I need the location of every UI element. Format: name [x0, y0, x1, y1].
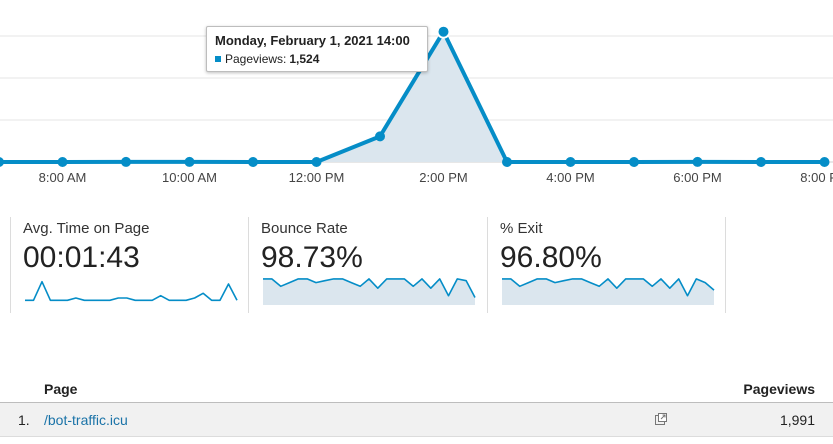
data-point	[375, 131, 385, 142]
sparkline-line	[263, 278, 476, 298]
metric-card-bounce-rate[interactable]: Bounce Rate 98.73%	[248, 217, 488, 313]
page-link[interactable]: /bot-traffic.icu	[44, 412, 128, 428]
x-tick-label: 10:00 AM	[162, 170, 217, 185]
data-point	[692, 156, 703, 167]
metric-label: Bounce Rate	[261, 220, 348, 237]
sparkline-area	[263, 278, 475, 305]
metric-value: 00:01:43	[23, 241, 140, 274]
metric-label: Avg. Time on Page	[23, 220, 150, 237]
sparkline-avg-time	[25, 280, 238, 302]
x-tick-label: 6:00 PM	[673, 170, 721, 185]
data-point	[756, 157, 766, 167]
row-pageviews: 1,991	[779, 412, 815, 428]
pageviews-chart: 8:00 AM 10:00 AM 12:00 PM 2:00 PM 4:00 PM 6:0…	[0, 24, 833, 185]
table-row: 1. /bot-traffic.icu 1,991	[0, 403, 833, 437]
metric-card-exit[interactable]: % Exit 96.80%	[487, 217, 726, 313]
data-point	[184, 156, 195, 167]
series-swatch-icon	[215, 56, 221, 62]
popout-icon[interactable]	[654, 412, 668, 426]
metric-card-avg-time[interactable]: Avg. Time on Page 00:01:43	[10, 217, 249, 313]
data-point	[436, 24, 451, 39]
chart-tooltip: Monday, February 1, 2021 14:00 Pageviews…	[206, 26, 428, 72]
sparkline-area	[502, 278, 714, 305]
data-point	[311, 157, 322, 167]
data-point	[629, 157, 639, 167]
sparkline-line	[25, 280, 238, 302]
x-tick-label: 8:00 PM	[800, 170, 833, 185]
row-index: 1.	[18, 412, 30, 428]
sparkline-bounce-rate	[263, 278, 476, 305]
tooltip-row: Pageviews: 1,524	[215, 52, 419, 66]
series-line-pageviews	[0, 29, 825, 164]
data-point	[248, 157, 258, 167]
column-header-pageviews[interactable]: Pageviews	[743, 381, 815, 397]
metric-label: % Exit	[500, 220, 543, 237]
tooltip-metric-label: Pageviews:	[225, 52, 287, 66]
data-point	[502, 157, 512, 167]
data-point	[57, 157, 68, 167]
x-tick-label: 8:00 AM	[39, 170, 87, 185]
series-area	[0, 31, 825, 162]
table-header: Page Pageviews	[0, 376, 833, 403]
data-point	[565, 157, 576, 167]
x-tick-label: 12:00 PM	[289, 170, 345, 185]
x-tick-label: 2:00 PM	[419, 170, 467, 185]
tooltip-metric-value: 1,524	[289, 52, 320, 66]
metric-value: 98.73%	[261, 241, 363, 274]
data-point	[0, 157, 4, 167]
sparkline-line	[502, 278, 715, 297]
column-header-page[interactable]: Page	[44, 381, 78, 397]
metric-value: 96.80%	[500, 241, 602, 274]
x-tick-label: 4:00 PM	[546, 170, 594, 185]
sparkline-exit	[502, 278, 715, 305]
tooltip-title: Monday, February 1, 2021 14:00	[215, 33, 410, 48]
data-point	[819, 157, 830, 167]
data-point	[121, 156, 131, 167]
